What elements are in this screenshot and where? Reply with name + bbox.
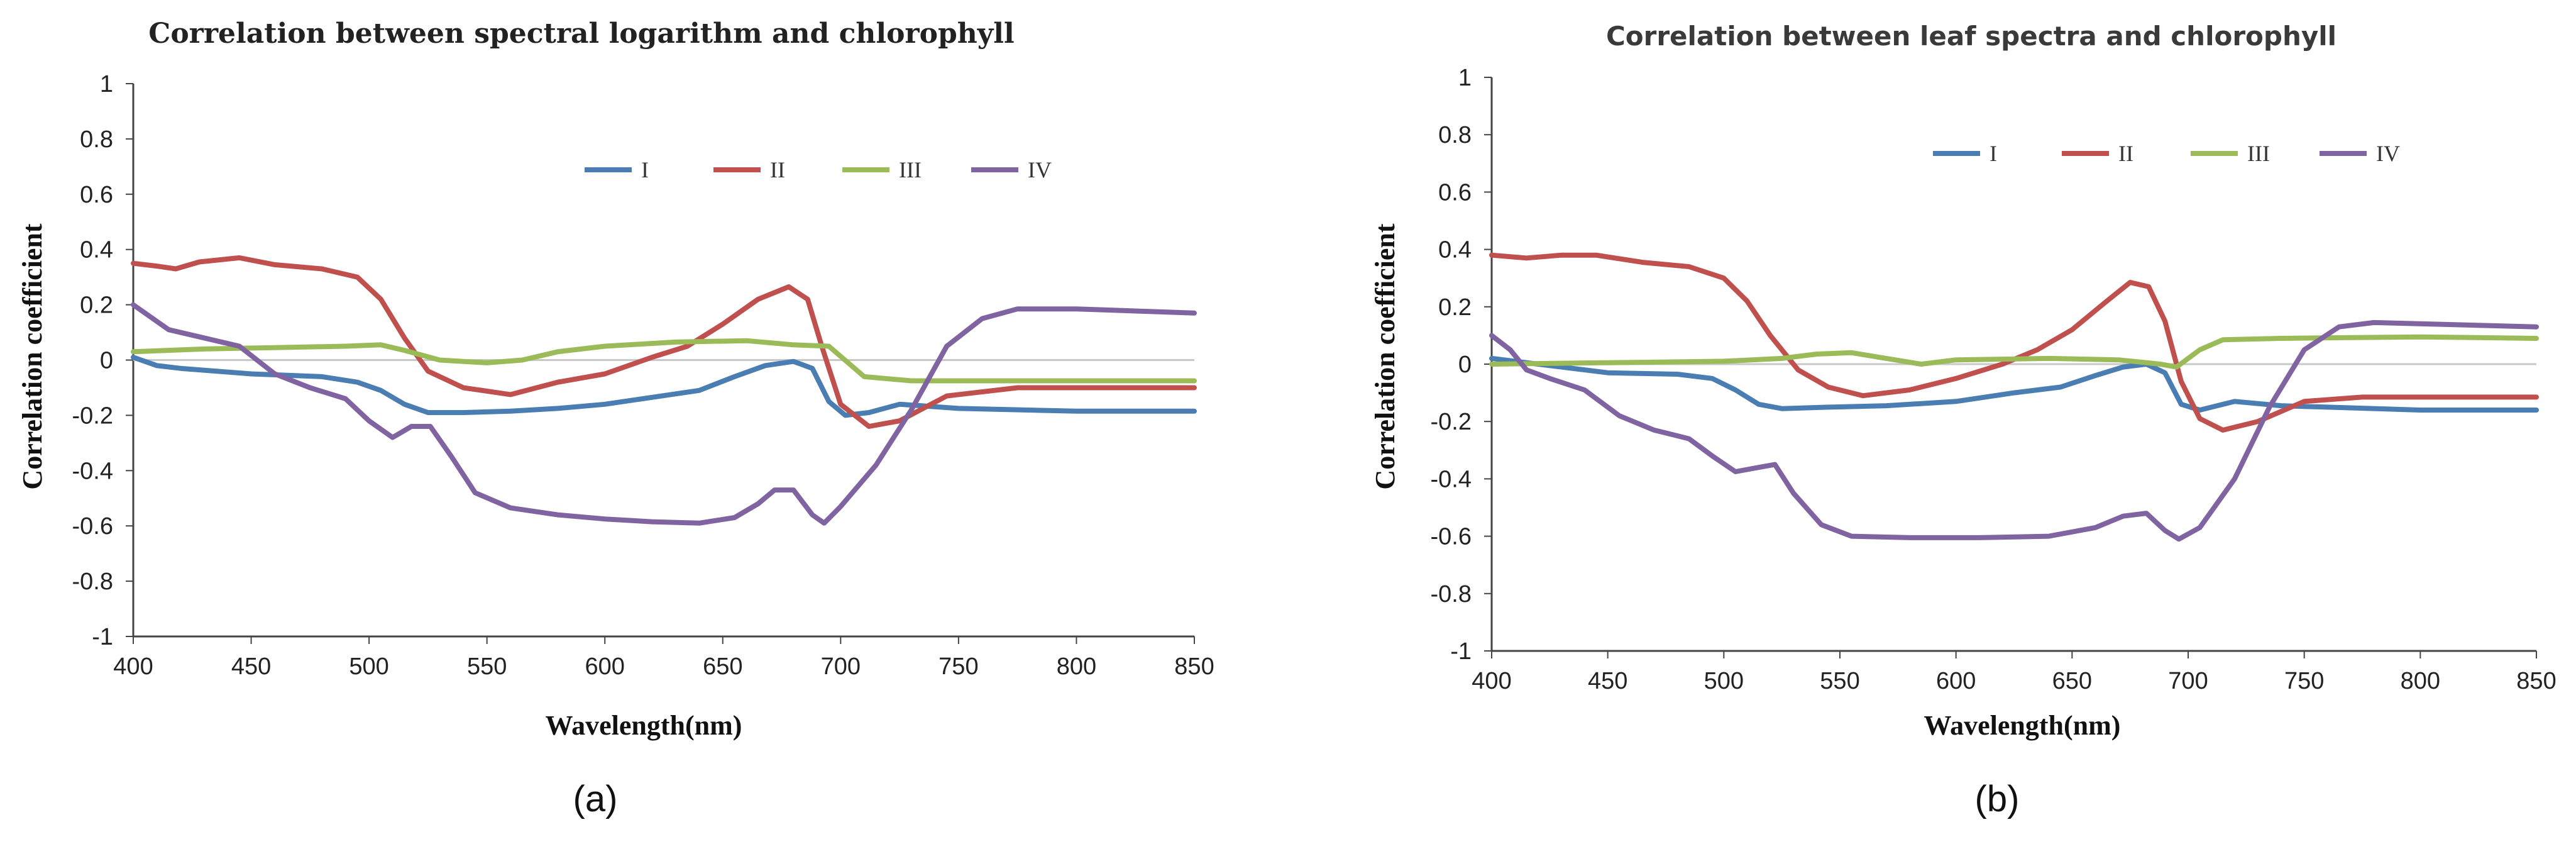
- y-tick-label: -0.4: [72, 458, 113, 484]
- legend-label: III: [899, 157, 922, 182]
- x-tick-label: 500: [349, 653, 388, 680]
- legend-label: II: [770, 157, 785, 182]
- y-tick-label: -0.6: [72, 513, 113, 540]
- x-tick-label: 850: [1174, 653, 1214, 680]
- y-tick-label: 0.4: [1438, 237, 1472, 264]
- x-tick-label: 650: [2052, 668, 2092, 694]
- legend-label: IV: [1028, 157, 1052, 182]
- legend: I II III IV: [1933, 141, 2400, 166]
- x-tick-label: 450: [231, 653, 271, 680]
- legend-label: I: [641, 157, 649, 182]
- legend-label: IV: [2376, 141, 2400, 166]
- y-axis-label: Correlation coefficient: [17, 223, 48, 489]
- y-tick-label: 0.6: [80, 182, 113, 208]
- series-line-iii: [1489, 334, 2539, 370]
- y-tick-label: -1: [92, 624, 113, 650]
- series-line-iii: [131, 338, 1197, 384]
- chart-panel-a: Correlation between spectral logarithm a…: [17, 18, 1214, 819]
- x-tick-label: 700: [821, 653, 861, 680]
- x-tick-label: 450: [1588, 668, 1627, 694]
- y-tick-label: 0.2: [1438, 294, 1472, 321]
- x-tick-label: 500: [1704, 668, 1744, 694]
- x-tick-label: 800: [2401, 668, 2440, 694]
- legend-label: II: [2118, 141, 2133, 166]
- chart-panel-b: Correlation between leaf spectra and chl…: [1370, 21, 2557, 819]
- x-tick-label: 400: [113, 653, 153, 680]
- x-tick-label: 750: [938, 653, 978, 680]
- x-tick-label: 550: [1820, 668, 1859, 694]
- legend: I II III IV: [585, 157, 1052, 182]
- x-axis-label: Wavelength(nm): [546, 710, 742, 741]
- series-line-ii: [1489, 252, 2539, 433]
- x-tick-label: 800: [1057, 653, 1096, 680]
- y-tick-label: 0.8: [80, 126, 113, 153]
- y-tick-label: 0.4: [80, 237, 113, 264]
- x-tick-label: 600: [585, 653, 625, 680]
- y-tick-label: 0: [1458, 352, 1472, 378]
- series-line-i: [131, 355, 1197, 418]
- y-tick-label: 0: [100, 348, 113, 374]
- y-tick-label: -0.8: [72, 569, 113, 595]
- chart-title: Correlation between spectral logarithm a…: [148, 18, 1014, 50]
- series-lines: [1489, 252, 2539, 542]
- panel-caption: (a): [573, 779, 618, 819]
- series-line-ii: [131, 255, 1197, 429]
- series-line-i: [1489, 355, 2539, 413]
- y-tick-label: -1: [1450, 638, 1472, 665]
- y-tick-label: -0.2: [1431, 409, 1472, 435]
- y-tick-label: -0.2: [72, 403, 113, 429]
- y-tick-label: 1: [100, 71, 113, 97]
- x-axis-label: Wavelength(nm): [1924, 710, 2121, 741]
- x-tick-label: 400: [1472, 668, 1511, 694]
- y-tick-label: -0.6: [1431, 524, 1472, 550]
- x-tick-label: 750: [2284, 668, 2324, 694]
- legend-label: I: [1990, 141, 1997, 166]
- y-tick-label: 0.2: [80, 292, 113, 319]
- series-line-iv: [131, 302, 1197, 526]
- y-tick-label: 0.8: [1438, 122, 1472, 148]
- panel-caption: (b): [1975, 779, 2020, 819]
- y-tick-label: 1: [1458, 65, 1472, 91]
- legend-label: III: [2247, 141, 2270, 166]
- x-tick-label: 700: [2168, 668, 2208, 694]
- y-tick-label: -0.8: [1431, 581, 1472, 608]
- y-axis-label: Correlation coefficient: [1370, 223, 1401, 489]
- x-tick-label: 850: [2516, 668, 2556, 694]
- chart-title: Correlation between leaf spectra and chl…: [1606, 21, 2337, 52]
- axes-group: [132, 84, 1194, 638]
- x-tick-label: 650: [703, 653, 742, 680]
- y-tick-label: -0.4: [1431, 466, 1472, 492]
- x-tick-label: 600: [1936, 668, 1976, 694]
- x-tick-label: 550: [467, 653, 507, 680]
- series-line-iv: [1489, 319, 2539, 542]
- y-tick-label: 0.6: [1438, 179, 1472, 206]
- series-lines: [131, 255, 1197, 526]
